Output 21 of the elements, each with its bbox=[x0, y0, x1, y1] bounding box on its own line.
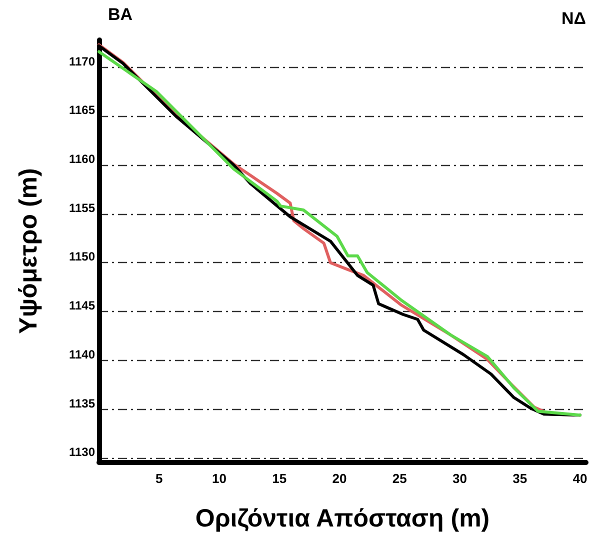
y-tick-label: 1145 bbox=[68, 298, 96, 313]
y-tick-label: 1135 bbox=[68, 396, 96, 410]
y-axis-title: Υψόμετρο (m) bbox=[14, 168, 42, 334]
text: ΒΑ bbox=[108, 5, 133, 24]
x-tick-label: 35 bbox=[512, 471, 528, 486]
text: ΝΔ bbox=[562, 9, 586, 28]
y-tick-label: 1165 bbox=[68, 103, 96, 118]
y-tick-label: 1170 bbox=[68, 54, 96, 68]
x-tick-label: 20 bbox=[332, 471, 347, 486]
y-tick-label: 1160 bbox=[68, 152, 96, 166]
x-tick-label: 5 bbox=[156, 471, 163, 486]
y-tick-label: 1150 bbox=[68, 250, 96, 264]
x-tick-label: 25 bbox=[392, 471, 407, 486]
x-tick-label: 10 bbox=[212, 471, 226, 486]
x-tick-label: 30 bbox=[452, 471, 467, 486]
x-tick-label: 40 bbox=[572, 471, 588, 486]
y-tick-label: 1140 bbox=[68, 347, 96, 362]
y-tick-label: 1130 bbox=[68, 445, 96, 460]
x-tick-label: 15 bbox=[272, 471, 287, 486]
y-tick-label: 1155 bbox=[68, 200, 96, 215]
x-axis-title: Οριζόντια Απόσταση (m) bbox=[195, 504, 490, 532]
